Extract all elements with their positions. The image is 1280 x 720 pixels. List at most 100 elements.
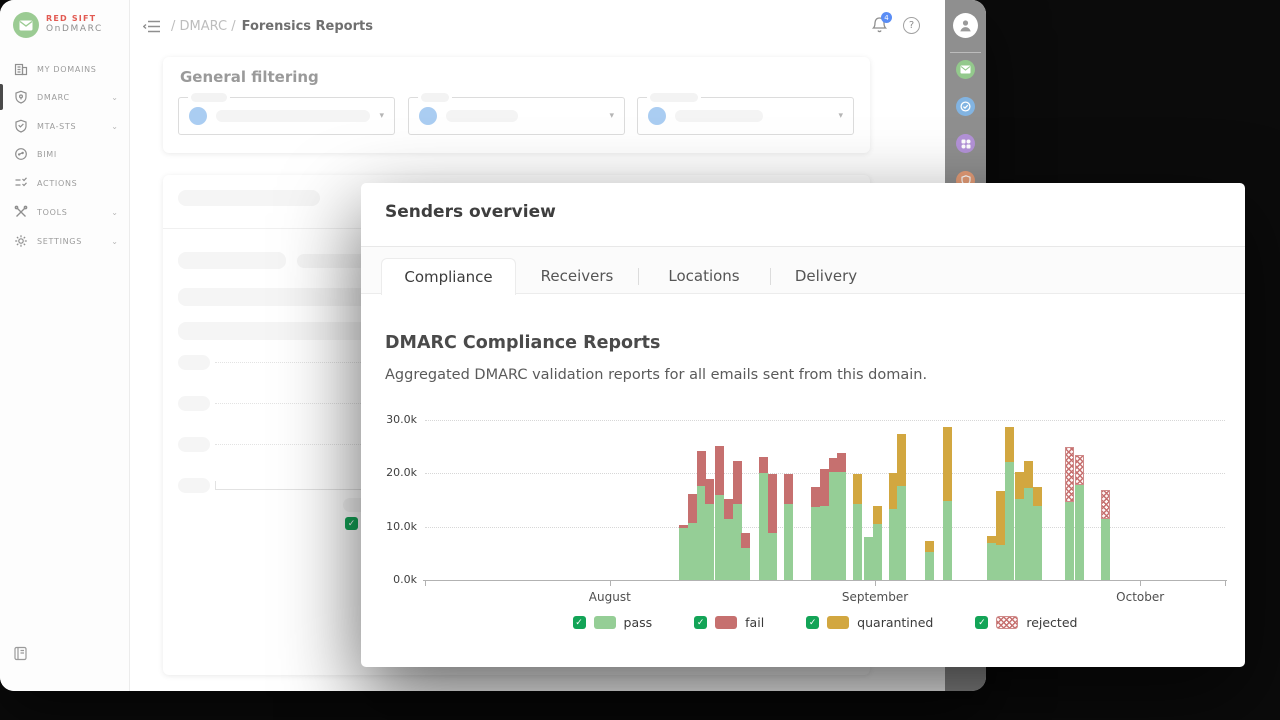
bar-segment-pass (819, 506, 829, 580)
general-filtering-title: General filtering (180, 68, 319, 86)
bar-segment-pass (888, 509, 898, 580)
skeleton-checkbox[interactable]: ✓ (345, 517, 358, 530)
sidebar-item-settings[interactable]: SETTINGS ⌄ (0, 228, 130, 254)
bar-segment-fail (828, 458, 838, 473)
tab-separator (638, 268, 639, 285)
x-tick-label: August (588, 590, 631, 604)
bar-segment-pass (810, 506, 820, 580)
sidebar-item-tools[interactable]: TOOLS ⌄ (0, 199, 130, 225)
chevron-down-icon: ⌄ (111, 92, 118, 102)
brand-name-top: RED SIFT (46, 14, 97, 24)
select-value-skeleton (216, 110, 371, 122)
bar-segment-fail (678, 525, 688, 528)
product-icon-brand-trust[interactable] (956, 134, 975, 153)
bar-segment-fail (810, 486, 820, 507)
bar-segment-pass (714, 495, 724, 580)
tab-delivery[interactable]: Delivery (794, 267, 858, 285)
bar-segment-quarantined (995, 490, 1005, 545)
chart-plot (423, 420, 1227, 586)
select-avatar-circle (189, 107, 207, 125)
x-tick-label: September (841, 590, 909, 604)
brand-logo: RED SIFT OnDMARC (13, 12, 103, 38)
bar-segment-pass (897, 485, 907, 580)
question-icon: ? (908, 20, 915, 31)
filter-select-1[interactable]: ▾ (178, 93, 395, 135)
legend-checkbox[interactable]: ✓ (694, 616, 708, 629)
product-icon-oninbox[interactable] (956, 97, 975, 116)
bar-segment-fail (705, 479, 715, 504)
bar-segment-quarantined (1014, 472, 1024, 500)
sidebar-item-mta-sts[interactable]: MTA-STS ⌄ (0, 113, 130, 139)
avatar[interactable] (953, 13, 978, 38)
rail-divider (950, 52, 981, 53)
senders-overview-modal: Senders overview Compliance Receivers Lo… (361, 183, 1245, 667)
sidebar-item-actions[interactable]: ACTIONS (0, 170, 130, 196)
breadcrumb-prefix[interactable]: / DMARC / (171, 18, 236, 34)
legend-checkbox[interactable]: ✓ (975, 616, 989, 629)
legend-checkbox[interactable]: ✓ (572, 616, 586, 629)
bar-segment-pass (687, 522, 697, 580)
product-icon-ondmarc[interactable] (956, 60, 975, 79)
chevron-down-icon: ⌄ (111, 236, 118, 246)
active-indicator (0, 84, 3, 110)
report-book-icon[interactable] (13, 646, 28, 661)
skeleton-tab (178, 252, 286, 269)
bar-segment-pass (995, 544, 1005, 580)
bar-segment-pass (1014, 499, 1024, 580)
legend-item: ✓ quarantined (806, 615, 933, 630)
skeleton-axis (215, 481, 216, 490)
tab-receivers[interactable]: Receivers (540, 267, 614, 285)
legend-label: quarantined (857, 615, 934, 630)
select-label-skeleton (421, 93, 449, 102)
bar-segment-quarantined (1023, 461, 1033, 488)
x-axis-tick (425, 580, 426, 586)
bimi-icon (14, 147, 28, 161)
select-avatar-circle (419, 107, 437, 125)
tab-compliance[interactable]: Compliance (381, 258, 516, 295)
sidebar-item-bimi[interactable]: BIMI (0, 141, 130, 167)
bar-segment-fail (741, 532, 751, 548)
filter-select-3[interactable]: ▾ (637, 93, 854, 135)
select-label-skeleton (191, 93, 227, 102)
skeleton-ytick (178, 355, 210, 370)
x-tick-label: October (1116, 590, 1165, 604)
bar-segment-pass (696, 486, 706, 580)
sidebar-item-my-domains[interactable]: MY DOMAINS (0, 56, 130, 82)
bar-segment-quarantined (942, 427, 952, 502)
filter-select-2[interactable]: ▾ (408, 93, 625, 135)
legend-item: ✓ fail (694, 615, 764, 630)
bar-segment-pass (924, 552, 934, 580)
bar-segment-quarantined (1032, 486, 1042, 507)
sidebar-collapse-icon[interactable] (143, 20, 161, 33)
bar-segment-pass (942, 501, 952, 580)
breadcrumb-current: Forensics Reports (241, 18, 373, 34)
y-tick-label: 20.0k (386, 466, 417, 480)
select-value-skeleton (675, 110, 763, 122)
bar-segment-pass (732, 504, 742, 580)
skeleton-title (178, 190, 320, 206)
notification-badge: 4 (881, 12, 892, 23)
legend-item: ✓ pass (572, 615, 652, 630)
notification-bell-button[interactable]: 4 (871, 12, 892, 36)
skeleton-ytick (178, 437, 210, 452)
user-icon (960, 20, 971, 32)
brand-name-bottom: OnDMARC (46, 24, 103, 35)
checkbox-check-icon: ✓ (347, 518, 356, 529)
chart-subheading: Aggregated DMARC validation reports for … (385, 367, 928, 383)
legend-checkbox[interactable]: ✓ (806, 616, 820, 629)
bar-segment-pass (863, 537, 873, 580)
help-button[interactable]: ? (903, 17, 920, 34)
bar-segment-quarantined (1005, 427, 1015, 463)
bar-segment-quarantined (897, 433, 907, 486)
x-axis-tick (609, 580, 611, 586)
sidebar-item-dmarc[interactable]: DMARC ⌄ (0, 84, 130, 110)
chevron-down-icon: ⌄ (111, 121, 118, 131)
bar-segment-pass (853, 503, 863, 580)
legend-swatch-pass (593, 616, 616, 629)
bar-segment-pass (986, 543, 996, 580)
bar-segment-fail (819, 468, 829, 507)
tab-locations[interactable]: Locations (668, 267, 740, 285)
legend-swatch-rejected (996, 616, 1019, 629)
skeleton-ytick (178, 478, 210, 493)
settings-gear-icon (14, 234, 28, 248)
